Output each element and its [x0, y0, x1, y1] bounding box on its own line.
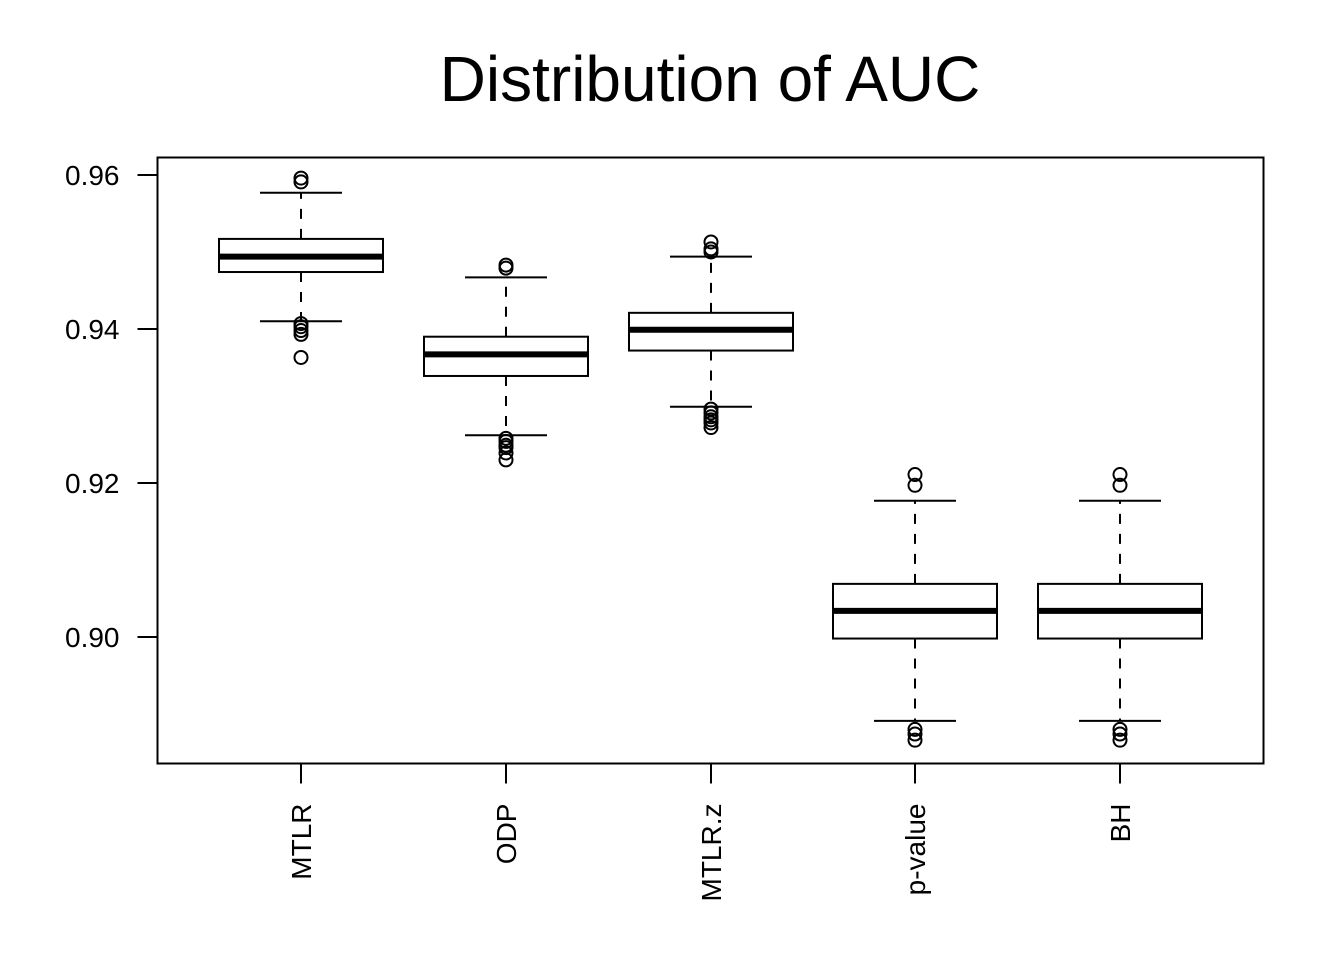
outlier-point [498, 445, 514, 461]
outlier-point [907, 721, 923, 737]
outlier-point [293, 323, 309, 339]
box-MTLR.z [628, 234, 794, 436]
y-axis: 0.90 0.92 0.94 0.96 [65, 160, 159, 653]
outlier-point [703, 244, 719, 260]
outlier-point [498, 257, 514, 273]
y-tick-label: 0.92 [65, 468, 120, 499]
outlier-point [1112, 732, 1128, 748]
outlier-point [293, 174, 309, 190]
outlier-point [907, 467, 923, 483]
outlier-point [907, 726, 923, 742]
x-axis: MTLR ODP MTLR.z p-value BH [286, 762, 1136, 902]
outlier-point [498, 452, 514, 468]
outlier-point [703, 234, 719, 250]
y-tick-label: 0.96 [65, 160, 120, 191]
outlier-point [1112, 726, 1128, 742]
outlier-point [498, 260, 514, 276]
box-ODP [423, 257, 589, 468]
outlier-point [1112, 477, 1128, 493]
box-p-value [832, 467, 998, 748]
y-tick-label: 0.90 [65, 622, 120, 653]
outlier-point [1112, 721, 1128, 737]
outlier-point [907, 477, 923, 493]
x-tick-label: BH [1105, 804, 1136, 843]
y-tick-label: 0.94 [65, 314, 120, 345]
outlier-point [293, 326, 309, 342]
box-BH [1037, 467, 1203, 748]
outlier-point [907, 732, 923, 748]
box-MTLR [218, 170, 384, 365]
chart-title: Distribution of AUC [440, 43, 981, 115]
outlier-point [703, 405, 719, 421]
outlier-point [293, 319, 309, 335]
outlier-point [703, 420, 719, 436]
outlier-point [1112, 467, 1128, 483]
x-tick-label: ODP [491, 804, 522, 865]
x-tick-label: MTLR.z [696, 804, 727, 902]
x-tick-label: MTLR [286, 804, 317, 880]
outlier-point [498, 433, 514, 449]
boxes-layer [218, 170, 1203, 748]
outlier-point [703, 415, 719, 431]
outlier-point [293, 170, 309, 186]
x-tick-label: p-value [900, 804, 931, 896]
outlier-point [293, 349, 309, 365]
